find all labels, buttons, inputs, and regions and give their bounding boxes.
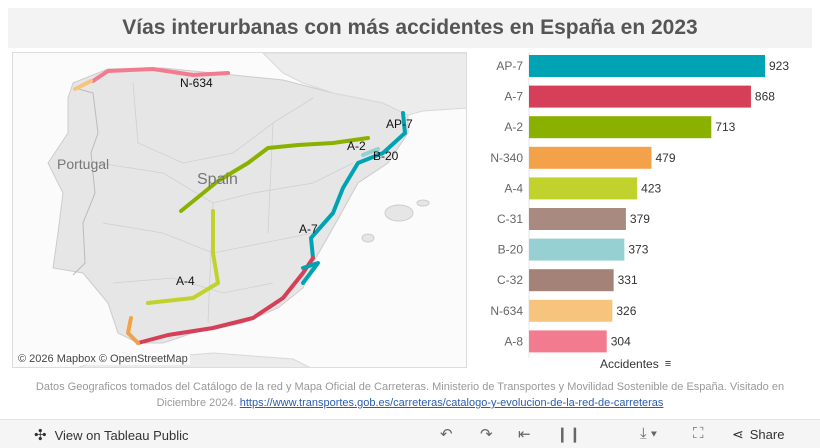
tableau-logo-icon: ✣ bbox=[34, 427, 47, 444]
view-on-tableau-button[interactable]: ✣ View on Tableau Public bbox=[34, 426, 189, 444]
mallorca-island bbox=[384, 204, 414, 222]
category-label: C-31 bbox=[497, 212, 523, 226]
map[interactable]: Portugal Spain N-634 AP-7 A-2 B-20 A-7 A… bbox=[12, 52, 467, 368]
title-bar: Vías interurbanas con más accidentes en … bbox=[8, 8, 812, 48]
category-label: N-634 bbox=[490, 304, 523, 318]
value-label: 923 bbox=[769, 59, 789, 73]
label-n634: N-634 bbox=[180, 76, 213, 90]
map-labels: Portugal Spain N-634 AP-7 A-2 B-20 A-7 A… bbox=[57, 76, 413, 288]
province-borders bbox=[97, 82, 354, 324]
x-axis-title[interactable]: Accidentes ≡ bbox=[600, 357, 671, 371]
value-label: 373 bbox=[628, 243, 648, 257]
bar bbox=[529, 85, 751, 108]
road-ap7 bbox=[309, 111, 407, 260]
bar bbox=[529, 116, 712, 139]
label-a7: A-7 bbox=[299, 222, 318, 236]
bar-chart-canvas: AP-7 923 A-7 868 A-2 713 N-340 479 A-4 423 C-31 379… bbox=[490, 52, 789, 358]
view-on-tableau-label: View on Tableau Public bbox=[54, 427, 189, 443]
road-n634-west bbox=[73, 79, 93, 91]
share-icon: ⋖ bbox=[732, 426, 744, 442]
category-label: A-4 bbox=[504, 181, 523, 195]
category-label: N-340 bbox=[490, 151, 523, 165]
road-n340 bbox=[126, 316, 140, 345]
pause-icon[interactable]: ❙❙ bbox=[556, 426, 582, 443]
value-label: 479 bbox=[655, 151, 675, 165]
value-label: 331 bbox=[618, 273, 638, 287]
value-label: 868 bbox=[755, 90, 775, 104]
tableau-footer: ✣ View on Tableau Public ↶ ↷ ⇤ ❙❙ ⤓ ▾ ⛶ … bbox=[0, 419, 820, 448]
value-label: 379 bbox=[630, 212, 650, 226]
label-portugal: Portugal bbox=[57, 156, 109, 172]
label-spain: Spain bbox=[197, 171, 238, 188]
undo-icon[interactable]: ↶ bbox=[440, 426, 453, 443]
category-label: A-7 bbox=[504, 90, 523, 104]
road-a2 bbox=[179, 136, 370, 213]
france-landmass bbox=[262, 53, 466, 116]
bar bbox=[529, 146, 652, 169]
label-ap7: AP-7 bbox=[386, 117, 413, 131]
road-a7 bbox=[136, 256, 315, 345]
portugal-border bbox=[72, 87, 99, 276]
category-label: C-32 bbox=[497, 273, 523, 287]
category-label: B-20 bbox=[498, 243, 524, 257]
value-label: 304 bbox=[611, 334, 631, 348]
source-text: Datos Geograficos tomados del Catálogo d… bbox=[35, 381, 785, 409]
bar bbox=[529, 269, 614, 292]
fullscreen-icon[interactable]: ⛶ bbox=[693, 425, 704, 442]
redo-icon[interactable]: ↷ bbox=[480, 426, 493, 443]
bar bbox=[529, 208, 626, 230]
menorca-island bbox=[416, 199, 430, 207]
share-label: Share bbox=[749, 427, 785, 442]
dashboard-title: Vías interurbanas con más accidentes en … bbox=[122, 16, 698, 39]
road-a7-east bbox=[301, 261, 320, 285]
label-a4: A-4 bbox=[176, 274, 195, 288]
category-label: A-8 bbox=[504, 334, 523, 348]
sort-icon[interactable]: ≡ bbox=[664, 358, 672, 370]
bar bbox=[529, 177, 638, 200]
road-lines bbox=[73, 67, 407, 345]
ibiza-island bbox=[361, 233, 375, 243]
bar bbox=[529, 55, 765, 77]
share-button[interactable]: ⋖ Share bbox=[732, 426, 784, 443]
label-a2: A-2 bbox=[347, 139, 366, 153]
download-icon[interactable]: ⤓ ▾ bbox=[640, 425, 658, 442]
revert-icon[interactable]: ⇤ bbox=[518, 426, 531, 443]
bar bbox=[529, 299, 613, 322]
bar bbox=[529, 330, 607, 353]
value-label: 713 bbox=[715, 120, 735, 134]
road-b20 bbox=[361, 147, 380, 157]
road-n634 bbox=[91, 67, 230, 83]
source-link[interactable]: https://www.transportes.gob.es/carretera… bbox=[239, 397, 664, 409]
value-label: 326 bbox=[616, 304, 636, 318]
bar bbox=[529, 238, 625, 261]
label-b20: B-20 bbox=[373, 149, 399, 163]
road-a4 bbox=[146, 209, 220, 305]
category-label: A-2 bbox=[504, 120, 523, 134]
map-canvas: Portugal Spain N-634 AP-7 A-2 B-20 A-7 A… bbox=[47, 53, 466, 367]
iberia-landmass bbox=[47, 67, 409, 344]
source-note: Datos Geograficos tomados del Catálogo d… bbox=[12, 379, 808, 411]
category-label: AP-7 bbox=[496, 59, 523, 73]
map-credit: © 2026 Mapbox © OpenStreetMap bbox=[16, 353, 190, 365]
bar-chart[interactable]: AP-7 923 A-7 868 A-2 713 N-340 479 A-4 423 C-31 379… bbox=[472, 52, 812, 358]
x-axis-label: Accidentes bbox=[600, 357, 659, 371]
value-label: 423 bbox=[641, 181, 661, 195]
